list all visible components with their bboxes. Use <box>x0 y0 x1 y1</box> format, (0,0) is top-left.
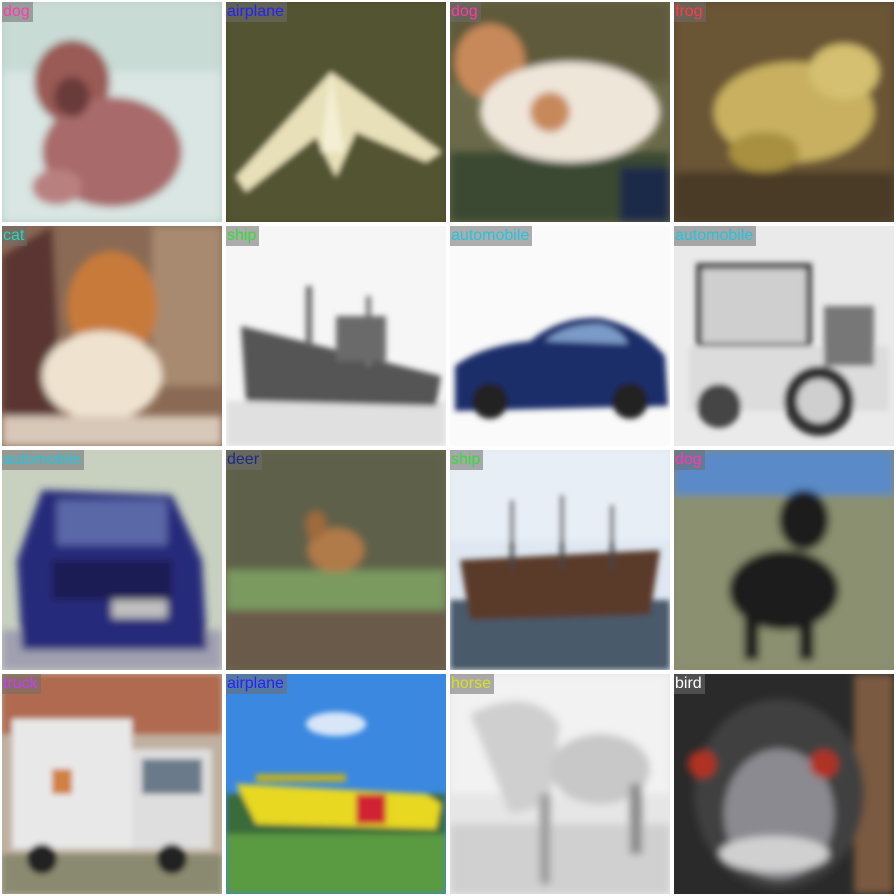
horse-photo <box>450 674 670 894</box>
dog-photo <box>2 2 222 222</box>
grid-tile-automobile-2: automobile <box>674 226 894 446</box>
grid-tile-frog: frog <box>674 2 894 222</box>
dog-photo <box>450 2 670 222</box>
grid-tile-ship-2: ship <box>450 450 670 670</box>
grid-tile-deer: deer <box>226 450 446 670</box>
tile-label: ship <box>450 450 484 470</box>
bird-photo <box>674 674 894 894</box>
automobile-photo <box>450 226 670 446</box>
frog-photo <box>674 2 894 222</box>
tile-label: dog <box>2 2 33 22</box>
tile-label: automobile <box>450 226 533 246</box>
grid-tile-dog-3: dog <box>674 450 894 670</box>
tile-label: automobile <box>674 226 757 246</box>
airplane-photo <box>226 2 446 222</box>
truck-photo <box>2 674 222 894</box>
tile-label: frog <box>674 2 706 22</box>
grid-tile-bird: bird <box>674 674 894 894</box>
grid-tile-dog: dog <box>2 2 222 222</box>
grid-tile-automobile: automobile <box>450 226 670 446</box>
grid-tile-automobile-3: automobile <box>2 450 222 670</box>
tile-label: automobile <box>2 450 85 470</box>
grid-tile-horse: horse <box>450 674 670 894</box>
tile-label: ship <box>226 226 260 246</box>
tile-label: deer <box>226 450 263 470</box>
tile-label: dog <box>674 450 705 470</box>
automobile-photo <box>674 226 894 446</box>
tile-label: airplane <box>226 674 287 694</box>
cat-photo <box>2 226 222 446</box>
grid-tile-airplane: airplane <box>226 2 446 222</box>
tile-label: airplane <box>226 2 287 22</box>
tile-label: cat <box>2 226 28 246</box>
ship-photo <box>226 226 446 446</box>
tile-label: dog <box>450 2 481 22</box>
automobile-photo <box>2 450 222 670</box>
grid-tile-cat: cat <box>2 226 222 446</box>
airplane-photo <box>226 674 446 894</box>
tile-label: truck <box>2 674 41 694</box>
grid-tile-ship: ship <box>226 226 446 446</box>
grid-tile-dog-2: dog <box>450 2 670 222</box>
tile-label: bird <box>674 674 705 694</box>
deer-photo <box>226 450 446 670</box>
ship-photo <box>450 450 670 670</box>
dog-photo <box>674 450 894 670</box>
tile-label: horse <box>450 674 495 694</box>
grid-tile-truck: truck <box>2 674 222 894</box>
grid-tile-airplane-2: airplane <box>226 674 446 894</box>
